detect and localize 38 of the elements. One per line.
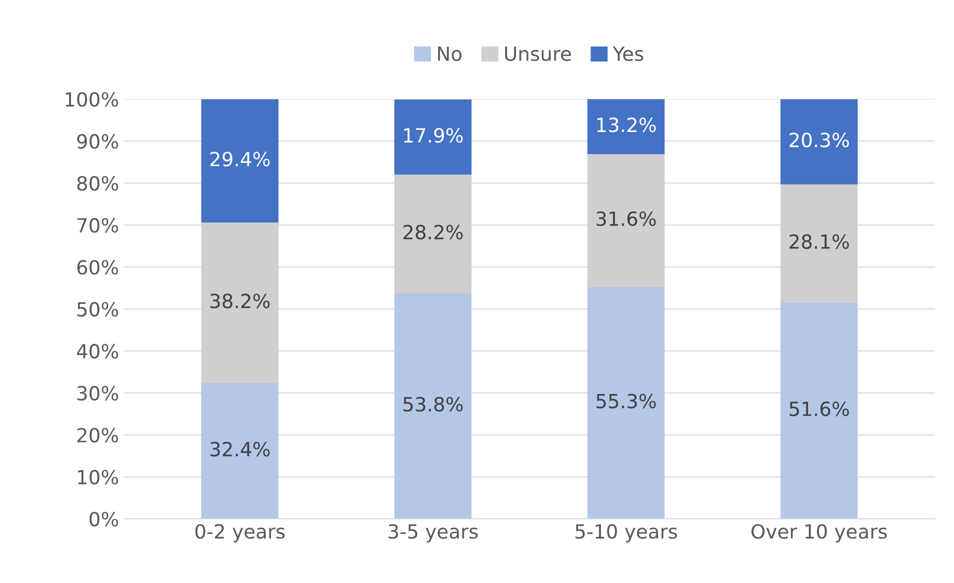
- bar: [587, 99, 665, 154]
- legend-label: Yes: [612, 46, 644, 62]
- data-label: 53.8%: [404, 396, 463, 412]
- bar: [394, 293, 472, 519]
- y-tick-label: 90%: [77, 134, 118, 149]
- y-tick-label: 100%: [66, 92, 118, 107]
- x-tick-label: 0-2 years: [195, 524, 285, 543]
- data-label: 51.6%: [790, 402, 849, 416]
- y-tick-label: 40%: [76, 344, 118, 359]
- data-label: 31.6%: [596, 211, 656, 226]
- bar: [587, 286, 665, 519]
- y-tick-label: 50%: [77, 302, 118, 317]
- data-label: 28.2%: [403, 224, 463, 240]
- data-label: 55.3%: [596, 394, 656, 408]
- bar: [201, 382, 278, 519]
- bar: [201, 99, 278, 223]
- legend-label: No: [438, 46, 462, 62]
- y-tick-label: 70%: [78, 218, 118, 233]
- data-label: 38.2%: [210, 294, 270, 308]
- bar: [394, 100, 472, 175]
- x-tick-label: 3-5 years: [388, 524, 478, 543]
- y-tick-label: 10%: [78, 470, 118, 485]
- data-label: 32.4%: [210, 442, 270, 457]
- y-tick-label: 20%: [77, 428, 118, 443]
- data-label: 29.4%: [210, 152, 270, 166]
- y-tick-label: 0%: [90, 512, 118, 527]
- y-tick-label: 80%: [77, 176, 118, 191]
- data-label: 20.3%: [790, 132, 849, 148]
- x-tick-label: Over 10 years: [751, 524, 887, 543]
- data-label: 13.2%: [597, 118, 656, 132]
- bar: [780, 302, 858, 519]
- y-tick-label: 60%: [77, 260, 118, 275]
- x-tick-label: 5-10 years: [576, 524, 677, 543]
- y-tick-label: 30%: [77, 386, 118, 401]
- data-label: 17.9%: [404, 128, 463, 143]
- data-label: 28.1%: [790, 234, 849, 249]
- legend-label: Unsure: [505, 46, 571, 62]
- bar: [780, 99, 858, 184]
